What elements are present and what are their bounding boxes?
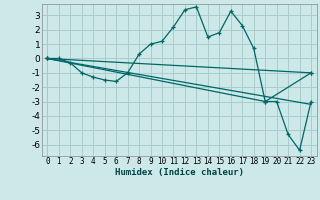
X-axis label: Humidex (Indice chaleur): Humidex (Indice chaleur) bbox=[115, 168, 244, 177]
